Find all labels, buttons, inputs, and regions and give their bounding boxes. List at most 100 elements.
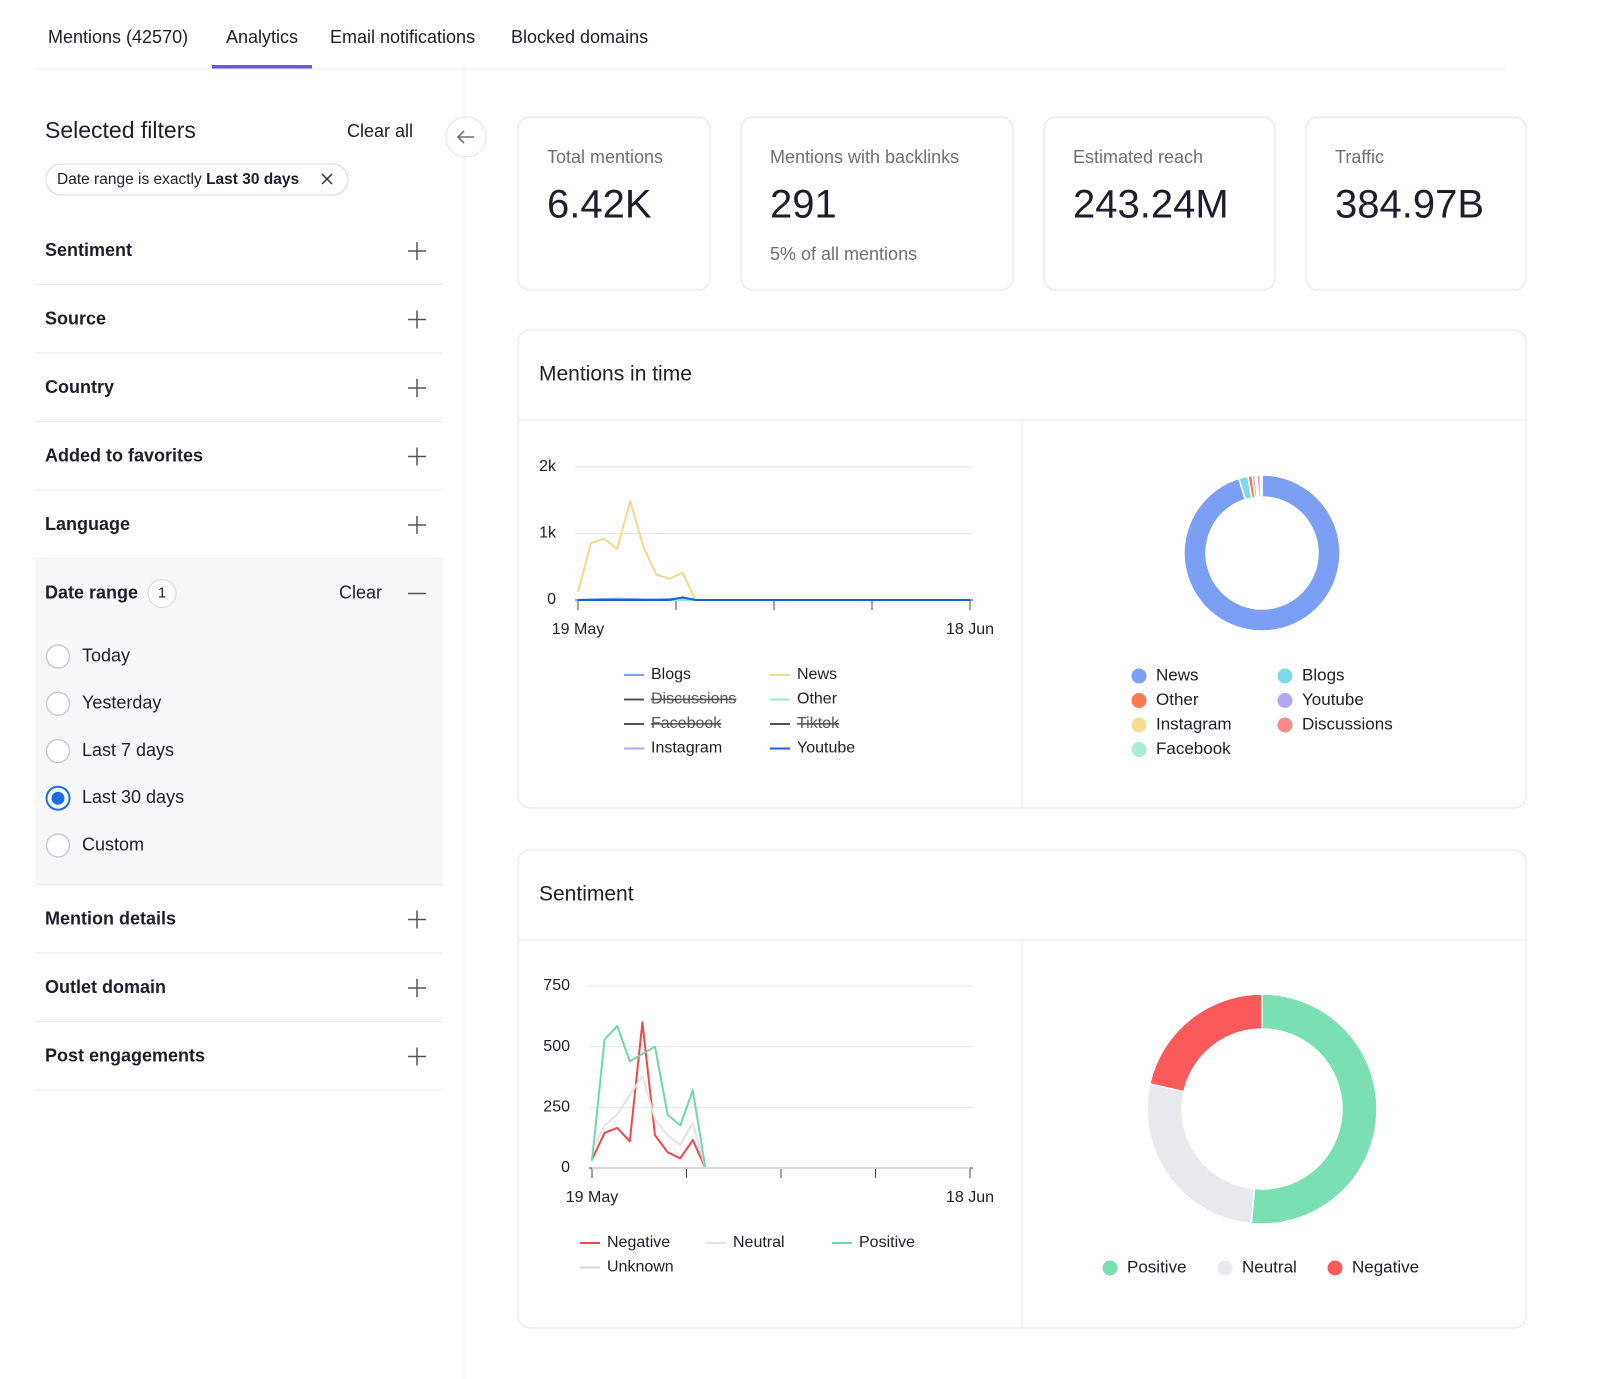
legend-dot[interactable] <box>1277 668 1293 684</box>
chip-remove[interactable] <box>321 173 333 185</box>
expand-icon[interactable] <box>408 910 426 929</box>
count-badge-text: 1 <box>158 584 166 601</box>
y-tick-label: 0 <box>547 591 556 608</box>
stat-label: Mentions with backlinks <box>770 147 959 167</box>
stat-value: 384.97B <box>1335 183 1484 227</box>
legend-label[interactable]: Negative <box>607 1234 670 1251</box>
expand-icon[interactable] <box>408 1047 426 1066</box>
legend-label[interactable]: Discussions <box>651 691 736 708</box>
donut-slice[interactable] <box>1183 474 1341 632</box>
stat-label: Total mentions <box>547 147 663 167</box>
stat-card <box>517 116 711 291</box>
legend-label[interactable]: Negative <box>1352 1257 1419 1276</box>
expand-icon[interactable] <box>408 447 426 466</box>
arrow-icon <box>456 130 474 144</box>
legend-dot[interactable] <box>1277 693 1293 708</box>
radio-dot <box>51 791 65 805</box>
legend-label[interactable]: Instagram <box>1156 714 1232 733</box>
stat-card <box>740 116 1014 291</box>
legend-label[interactable]: Blogs <box>651 666 691 683</box>
radio[interactable] <box>45 738 71 764</box>
expand-icon[interactable] <box>408 379 426 397</box>
y-tick-label: 2k <box>539 458 557 475</box>
y-tick-label: 0 <box>561 1159 570 1176</box>
section-label[interactable]: Post engagements <box>45 1045 205 1065</box>
radio-label[interactable]: Today <box>82 645 130 665</box>
clear-all-button[interactable]: Clear all <box>347 121 413 141</box>
legend-label[interactable]: Neutral <box>733 1234 785 1251</box>
expand-icon[interactable] <box>408 242 426 260</box>
legend-label[interactable]: Positive <box>1127 1257 1187 1276</box>
radio-label[interactable]: Last 7 days <box>82 740 174 760</box>
legend-label[interactable]: Tiktok <box>797 715 840 732</box>
legend-label[interactable]: Neutral <box>1242 1257 1297 1276</box>
clear-button[interactable]: Clear <box>339 582 382 602</box>
radio[interactable] <box>45 644 71 669</box>
donut-slice[interactable] <box>1148 993 1263 1093</box>
stat-note: 5% of all mentions <box>770 244 917 264</box>
stat-value: 6.42K <box>547 183 652 227</box>
chip-value: Last 30 days <box>206 171 299 188</box>
section-label[interactable]: Date range <box>45 582 138 602</box>
section-label[interactable]: Language <box>45 514 130 534</box>
section-label[interactable]: Source <box>45 308 106 328</box>
section-label[interactable]: Sentiment <box>45 240 132 260</box>
legend-label[interactable]: News <box>797 666 837 683</box>
filter-chip[interactable] <box>45 163 349 196</box>
tab[interactable]: Email notifications <box>330 27 475 47</box>
legend-label[interactable]: Youtube <box>797 740 855 757</box>
tab[interactable]: Analytics <box>226 27 298 47</box>
legend-dot[interactable] <box>1277 717 1293 733</box>
section-label[interactable]: Outlet domain <box>45 977 166 997</box>
legend-label[interactable]: Blogs <box>1302 665 1345 684</box>
stat-card <box>1305 116 1527 291</box>
legend-dot[interactable] <box>1102 1260 1118 1276</box>
legend-dot[interactable] <box>1131 742 1147 757</box>
legend-label[interactable]: Positive <box>859 1234 915 1251</box>
y-tick-label: 750 <box>543 977 570 994</box>
radio-label[interactable]: Custom <box>82 834 144 854</box>
radio-label[interactable]: Last 30 days <box>82 787 184 807</box>
legend-label[interactable]: News <box>1156 665 1199 684</box>
section-label[interactable]: Country <box>45 377 114 397</box>
legend-label[interactable]: Discussions <box>1302 714 1393 733</box>
expand-icon[interactable] <box>408 979 426 997</box>
chip-label: Date range is exactly <box>57 171 202 188</box>
tab[interactable]: Mentions (42570) <box>48 27 188 47</box>
legend-dot[interactable] <box>1327 1260 1343 1276</box>
x-tick-label: 19 May <box>552 621 604 638</box>
stat-card <box>1043 116 1276 291</box>
legend-label[interactable]: Other <box>1156 690 1199 709</box>
donut-slice[interactable] <box>1250 993 1378 1225</box>
legend-dot[interactable] <box>1131 717 1147 733</box>
chip-text: Date range is exactly Last 30 days <box>57 171 299 188</box>
expand-icon[interactable] <box>408 516 426 534</box>
y-tick-label: 500 <box>543 1038 570 1055</box>
legend-label[interactable]: Youtube <box>1302 690 1364 709</box>
radio[interactable] <box>45 691 71 716</box>
legend-label[interactable]: Instagram <box>651 740 722 757</box>
legend-dot[interactable] <box>1131 693 1147 708</box>
legend-label[interactable]: Facebook <box>1156 739 1231 758</box>
count-badge <box>147 579 177 608</box>
radio[interactable] <box>45 833 71 858</box>
legend-label[interactable]: Facebook <box>651 715 722 732</box>
legend-label[interactable]: Unknown <box>607 1259 674 1276</box>
active-tab-indicator <box>212 65 313 69</box>
section-label[interactable]: Mention details <box>45 908 176 928</box>
x-tick-label: 18 Jun <box>946 621 994 638</box>
legend-dot[interactable] <box>1131 668 1147 684</box>
radio-label[interactable]: Yesterday <box>82 693 161 713</box>
expand-icon[interactable] <box>408 310 426 329</box>
expanded-section-bg <box>35 558 443 885</box>
tab[interactable]: Blocked domains <box>511 27 648 47</box>
donut-slice[interactable] <box>1259 474 1263 498</box>
filters-title: Selected filters <box>45 117 196 143</box>
section-label[interactable]: Added to favorites <box>45 445 203 465</box>
panel-title: Sentiment <box>539 883 634 906</box>
legend-dot[interactable] <box>1217 1260 1233 1276</box>
legend-label[interactable]: Other <box>797 691 838 708</box>
x-tick-label: 18 Jun <box>946 1189 994 1206</box>
